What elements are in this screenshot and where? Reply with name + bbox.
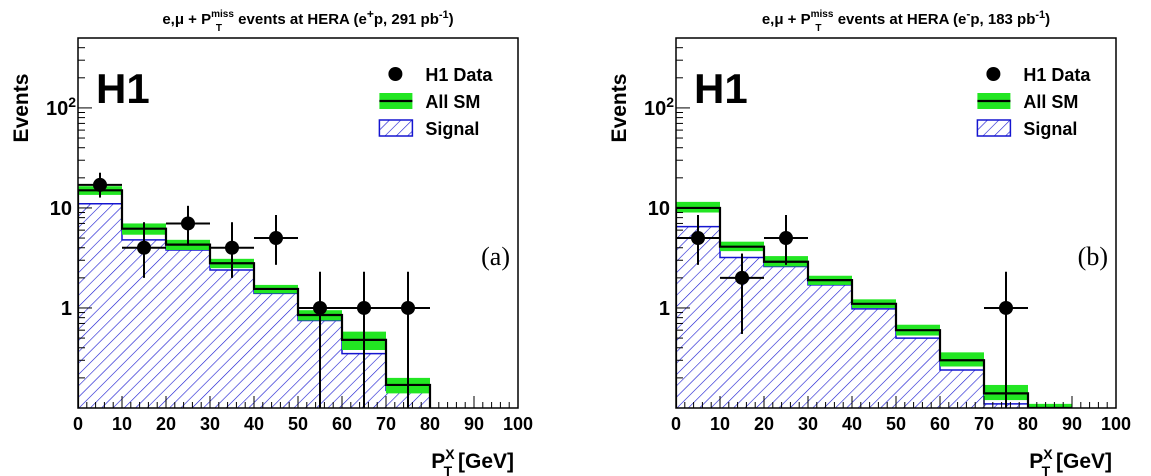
x-tick-label: 70	[974, 414, 994, 434]
data-point	[122, 222, 166, 278]
signal-bin	[166, 249, 210, 408]
data-point	[342, 271, 386, 408]
x-axis: 0 10 20 30 40 50 60 70 80 90 100	[73, 396, 533, 434]
legend-signal-swatch	[976, 119, 1012, 137]
data-point	[78, 172, 122, 198]
legend-data-marker	[388, 67, 403, 81]
legend-data-label: H1 Data	[1023, 65, 1091, 85]
plot-area	[78, 172, 432, 408]
chart-panel-b: 0 10 20 30 40 50 60 70 80 90 100 1 10 102 Events PX T [G…	[598, 0, 1151, 476]
y-axis: 1 10 102	[46, 37, 92, 409]
legend-sm-label: All SM	[1023, 92, 1078, 112]
data-point	[984, 271, 1028, 408]
legend-signal-swatch	[378, 119, 414, 137]
data-point-marker	[691, 231, 705, 246]
data-point-marker	[401, 300, 415, 315]
sm-band	[1028, 403, 1072, 408]
y-tick-label: 10	[50, 198, 72, 220]
legend-data-marker	[986, 67, 1001, 81]
panel-label: (a)	[481, 242, 510, 271]
signal-bin	[254, 293, 298, 408]
data-point-marker	[181, 216, 195, 231]
data-point-marker	[269, 231, 283, 246]
data-point-marker	[999, 300, 1013, 315]
y-tick-label: 102	[46, 94, 76, 120]
legend: H1 Data All SM Signal	[976, 65, 1091, 139]
sm-line	[676, 206, 1072, 408]
x-tick-label: 40	[244, 414, 264, 434]
experiment-label: H1	[694, 65, 748, 112]
y-axis: 1 10 102	[644, 37, 690, 409]
x-tick-label: 60	[332, 414, 352, 434]
panel-label: (b)	[1078, 242, 1108, 271]
x-tick-label: 30	[200, 414, 220, 434]
legend-data-label: H1 Data	[425, 65, 493, 85]
signal-bin	[210, 269, 254, 408]
data-point-marker	[137, 240, 151, 255]
x-tick-label: 50	[288, 414, 308, 434]
y-tick-label: 10	[648, 198, 670, 220]
signal-bin	[940, 369, 984, 408]
x-tick-label: 50	[886, 414, 906, 434]
experiment-label: H1	[96, 65, 150, 112]
x-tick-label: 100	[1101, 414, 1131, 434]
y-axis-label: Events	[608, 74, 631, 143]
x-tick-label: 40	[842, 414, 862, 434]
data-point-marker	[225, 240, 239, 255]
signal-bin	[78, 203, 122, 408]
y-axis-label: Events	[10, 74, 33, 143]
chart-title: e,μ + Pmiss T events at HERA (e+p, 291 pb…	[162, 7, 453, 34]
data-point-marker	[313, 300, 327, 315]
signal-bin	[808, 284, 852, 408]
data-point-marker	[357, 300, 371, 315]
data-point-marker	[779, 231, 793, 246]
x-tick-label: 30	[798, 414, 818, 434]
data-point	[676, 215, 720, 265]
x-axis: 0 10 20 30 40 50 60 70 80 90 100	[671, 396, 1131, 434]
x-tick-label: 60	[930, 414, 950, 434]
y-tick-label: 102	[644, 94, 674, 120]
x-tick-label: 10	[710, 414, 730, 434]
x-tick-label: 80	[1018, 414, 1038, 434]
signal-bin	[852, 308, 896, 408]
plot-area	[676, 201, 1072, 408]
legend-sm-label: All SM	[425, 92, 480, 112]
data-point	[764, 215, 808, 265]
data-point-marker	[735, 270, 749, 285]
data-point	[720, 253, 764, 334]
legend-signal-label: Signal	[1023, 119, 1077, 139]
x-tick-label: 90	[464, 414, 484, 434]
x-tick-label: 0	[671, 414, 681, 434]
data-point-marker	[93, 177, 107, 192]
x-tick-label: 70	[376, 414, 396, 434]
x-axis-label: PX T [GeV]	[1029, 446, 1112, 476]
signal-bin	[764, 266, 808, 408]
x-tick-label: 0	[73, 414, 83, 434]
chart-title: e,μ + Pmiss T events at HERA (e-p, 183 pb…	[762, 7, 1050, 34]
x-tick-label: 90	[1062, 414, 1082, 434]
sm-line	[78, 189, 432, 408]
x-tick-label: 100	[503, 414, 533, 434]
x-tick-label: 20	[754, 414, 774, 434]
data-point	[254, 215, 298, 265]
data-point	[298, 271, 342, 408]
data-point	[166, 205, 210, 246]
data-point	[386, 271, 430, 408]
x-tick-label: 80	[420, 414, 440, 434]
x-axis-label: PX T [GeV]	[431, 446, 514, 476]
signal-bin	[896, 338, 940, 408]
x-tick-label: 10	[112, 414, 132, 434]
y-tick-label: 1	[61, 298, 72, 320]
y-tick-label: 1	[659, 298, 670, 320]
chart-panel-a: 0 10 20 30 40 50 60 70 80 90 100 1 10 102 Events PX T [G…	[0, 0, 560, 476]
data-point	[210, 222, 254, 278]
legend: H1 Data All SM Signal	[378, 65, 493, 139]
x-tick-label: 20	[156, 414, 176, 434]
legend-signal-label: Signal	[425, 119, 479, 139]
